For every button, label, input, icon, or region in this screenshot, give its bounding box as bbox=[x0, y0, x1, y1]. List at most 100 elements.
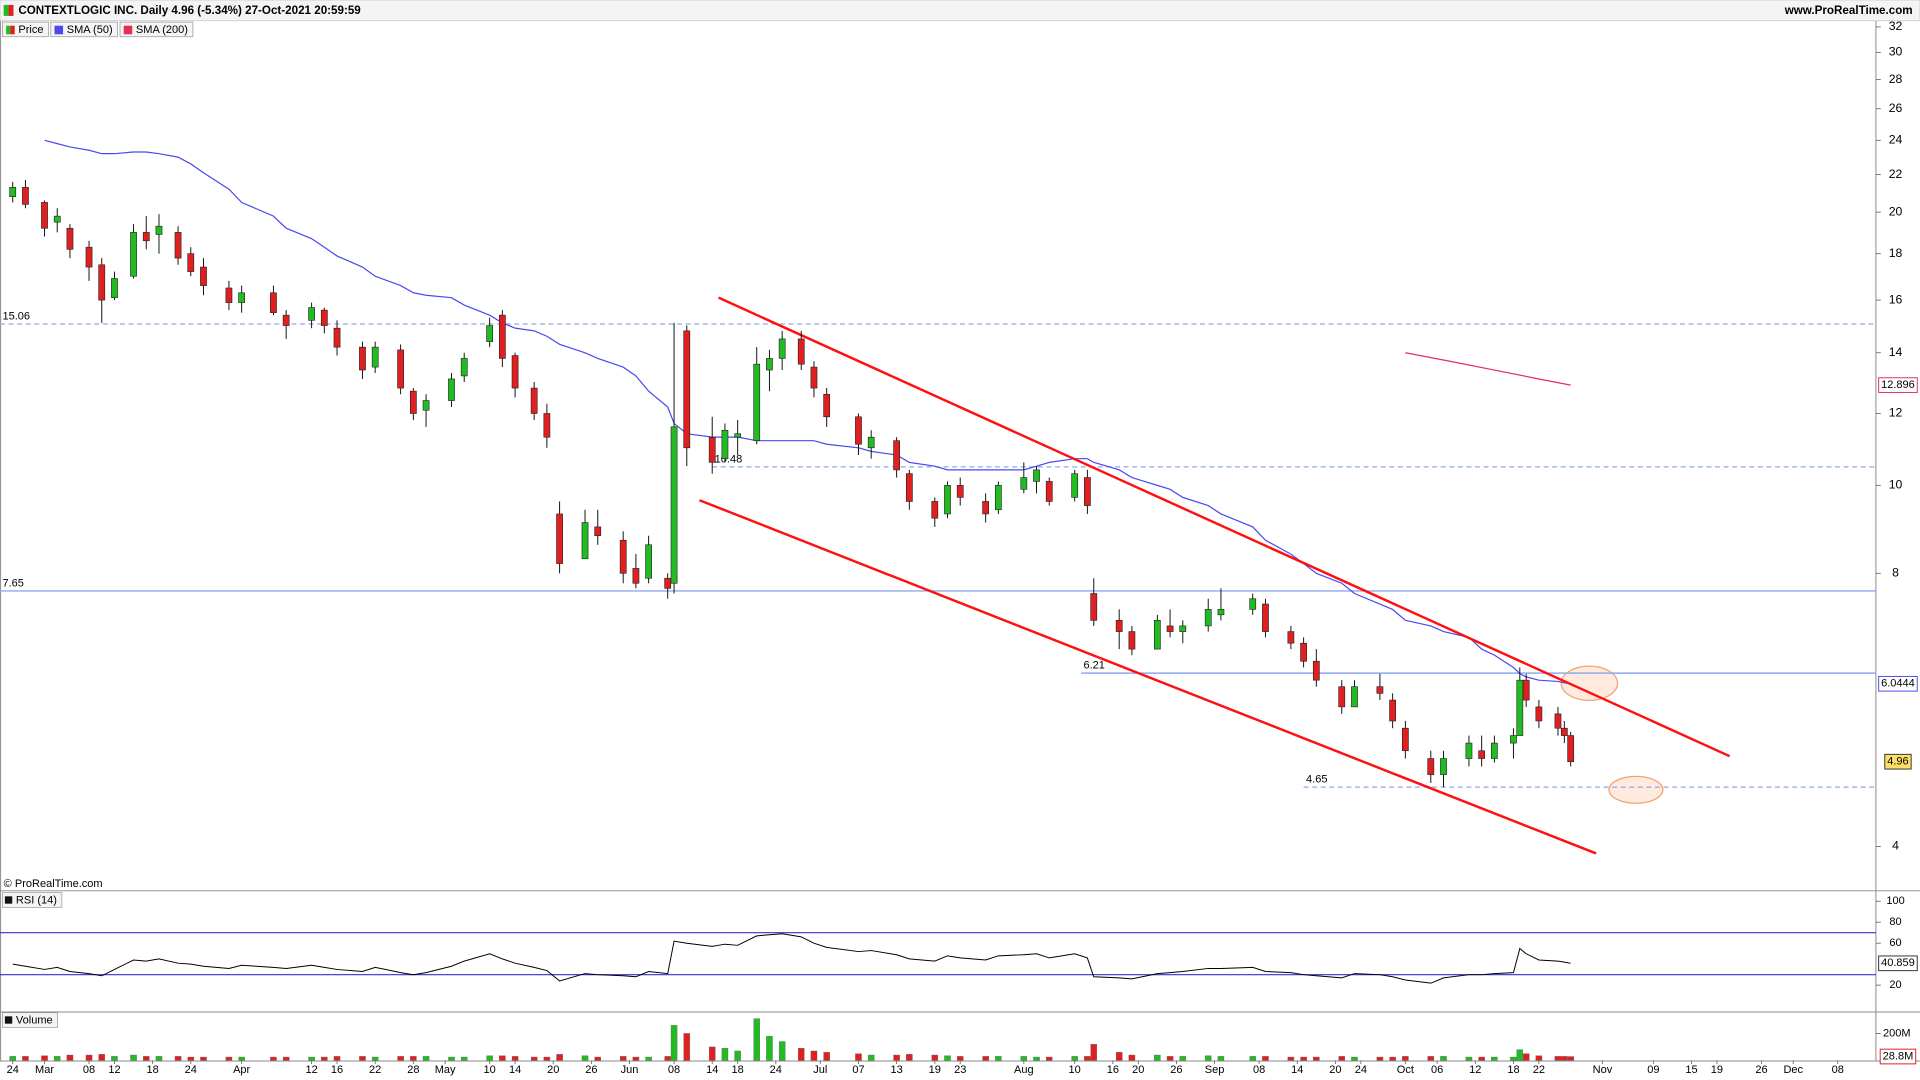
candle-body bbox=[956, 485, 964, 498]
candle-body bbox=[1478, 750, 1486, 759]
volume-bar bbox=[766, 1035, 773, 1061]
volume-bar bbox=[1313, 1056, 1320, 1061]
x-tick-label: 14 bbox=[1291, 1064, 1303, 1076]
candle-body bbox=[1440, 758, 1447, 775]
candle-body bbox=[581, 522, 589, 560]
legend-swatch bbox=[10, 25, 15, 35]
legend-item: Price bbox=[2, 21, 49, 38]
pane-label-box bbox=[2, 1012, 58, 1028]
x-tick-label: Jul bbox=[813, 1064, 827, 1076]
candle-body bbox=[855, 416, 862, 445]
candle-body bbox=[1567, 735, 1575, 763]
volume-bar bbox=[1440, 1056, 1447, 1061]
volume-bar bbox=[308, 1056, 315, 1061]
x-tick-label: 08 bbox=[83, 1064, 95, 1076]
value-tag-label: 40.859 bbox=[1881, 957, 1915, 969]
y-tick-label: 14 bbox=[1889, 345, 1903, 359]
candle-body bbox=[1560, 727, 1568, 736]
volume-bar bbox=[1020, 1056, 1028, 1061]
volume-bar bbox=[944, 1055, 951, 1061]
candle-body bbox=[1115, 620, 1123, 632]
legend-swatch bbox=[123, 25, 133, 35]
candle-body bbox=[1287, 631, 1295, 644]
candle-body bbox=[1071, 473, 1079, 498]
watermark: © ProRealTime.com bbox=[4, 878, 103, 890]
candle-body bbox=[371, 346, 379, 368]
candle-body bbox=[1033, 469, 1040, 482]
volume-bar bbox=[1300, 1056, 1307, 1061]
pane-label: Volume bbox=[16, 1015, 53, 1027]
volume-bar bbox=[530, 1056, 538, 1061]
candle-body bbox=[448, 378, 455, 401]
volume-bar bbox=[200, 1056, 207, 1061]
candle-body bbox=[594, 526, 602, 537]
volume-bar bbox=[238, 1056, 245, 1061]
volume-bar bbox=[111, 1056, 118, 1061]
volume-bar bbox=[1478, 1056, 1485, 1061]
volume-bar bbox=[1115, 1052, 1123, 1061]
volume-bar bbox=[53, 1056, 61, 1061]
highlight-ellipse bbox=[1608, 775, 1664, 804]
volume-bar bbox=[85, 1054, 93, 1061]
volume-bar bbox=[581, 1055, 589, 1061]
volume-bar bbox=[683, 1033, 691, 1061]
candle-body bbox=[282, 314, 290, 326]
volume-bar bbox=[155, 1056, 163, 1061]
candle-body bbox=[130, 232, 137, 277]
candle-body bbox=[1522, 679, 1530, 701]
trend-line bbox=[699, 499, 1597, 855]
volume-bar bbox=[708, 1046, 716, 1061]
volume-bar bbox=[371, 1056, 379, 1061]
volume-bar bbox=[1287, 1056, 1295, 1061]
candle-body bbox=[823, 393, 831, 418]
legend-item: SMA (200) bbox=[119, 21, 194, 38]
candle-body bbox=[1510, 735, 1517, 744]
x-tick-label: 07 bbox=[852, 1064, 864, 1076]
level-label: 15.06 bbox=[2, 311, 30, 323]
volume-bar bbox=[1154, 1054, 1161, 1061]
x-tick-label: 14 bbox=[706, 1064, 718, 1076]
highlight-ellipse bbox=[1560, 665, 1619, 702]
x-tick-label: 16 bbox=[1107, 1064, 1119, 1076]
candle-body bbox=[931, 501, 939, 519]
y-tick-label: 8 bbox=[1892, 566, 1899, 580]
volume-bar bbox=[143, 1056, 150, 1061]
legend-box bbox=[50, 21, 118, 38]
candle-body bbox=[225, 287, 233, 303]
legend-label: SMA (200) bbox=[136, 24, 188, 36]
volume-bar bbox=[422, 1056, 430, 1061]
volume-bar bbox=[778, 1041, 786, 1061]
volume-bar bbox=[556, 1054, 563, 1061]
volume-bar bbox=[98, 1054, 105, 1061]
candle-body bbox=[85, 246, 93, 268]
value-tag bbox=[1878, 377, 1918, 393]
candle-body bbox=[619, 539, 627, 574]
candle-body bbox=[797, 338, 805, 365]
candle-body bbox=[556, 513, 563, 564]
candle-body bbox=[142, 232, 150, 242]
candle-body bbox=[1166, 625, 1174, 632]
x-tick-label: 10 bbox=[484, 1064, 496, 1076]
x-tick-label: 18 bbox=[732, 1064, 744, 1076]
legend-item: SMA (50) bbox=[50, 21, 118, 38]
volume-bar bbox=[1090, 1044, 1098, 1061]
y-tick-label: 32 bbox=[1889, 19, 1903, 33]
header-icon bbox=[3, 4, 9, 16]
candle-body bbox=[333, 327, 341, 348]
candle-body bbox=[1128, 631, 1136, 650]
candle-body bbox=[1312, 660, 1320, 681]
level-label: 6.21 bbox=[1083, 660, 1104, 672]
volume-bar bbox=[670, 1025, 678, 1061]
y-tick-label: 26 bbox=[1889, 101, 1903, 115]
level-label: 10.48 bbox=[715, 453, 743, 465]
candle-body bbox=[9, 187, 17, 198]
candle-body bbox=[486, 325, 494, 342]
candle-body bbox=[905, 473, 913, 502]
volume-bar bbox=[511, 1056, 519, 1061]
candle-body bbox=[1351, 686, 1358, 708]
rsi-tick-label: 100 bbox=[1886, 895, 1904, 907]
candle-body bbox=[53, 215, 61, 223]
value-tag-label: 6.0444 bbox=[1881, 678, 1915, 690]
volume-bar bbox=[664, 1056, 671, 1061]
